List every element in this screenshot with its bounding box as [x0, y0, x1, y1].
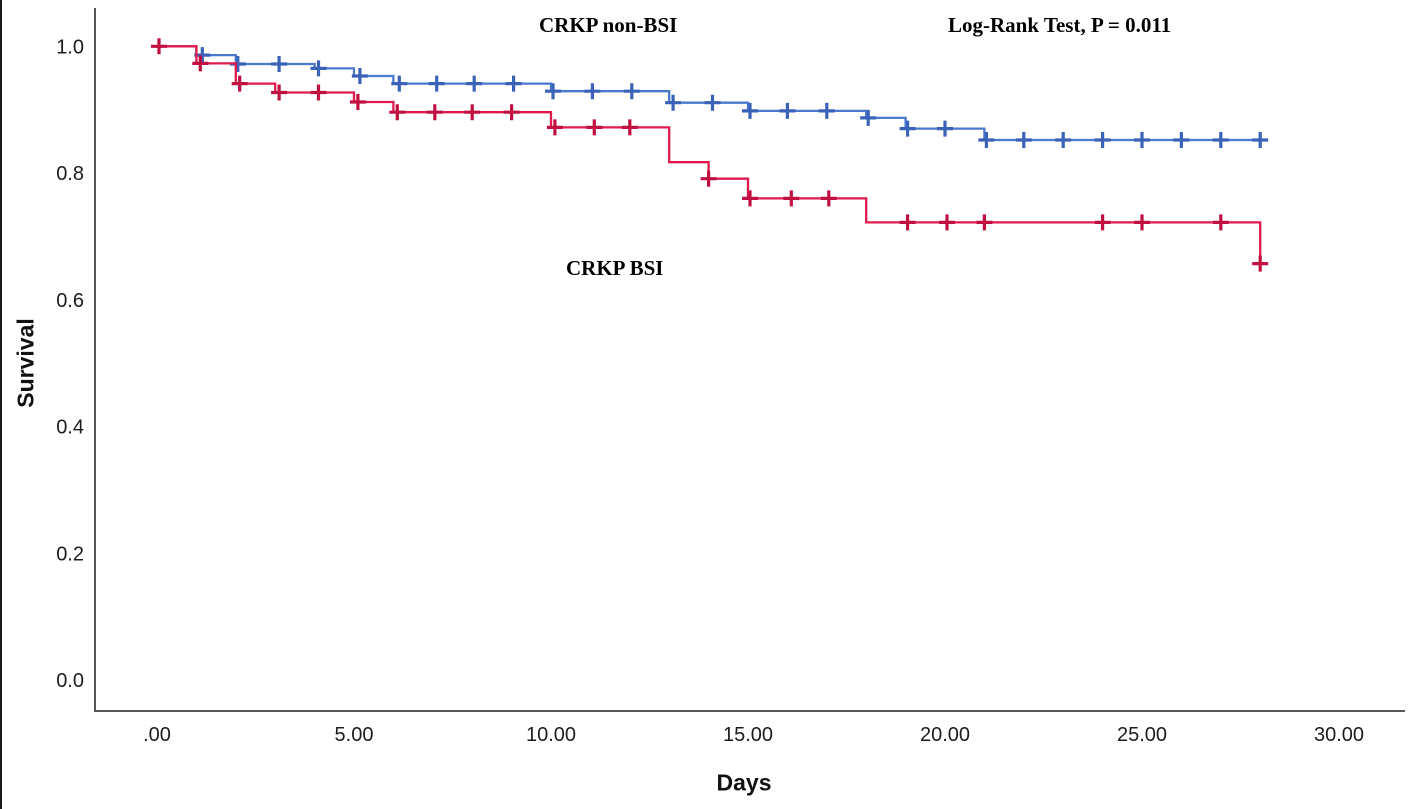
y-tick-label: 0.0 — [56, 670, 84, 692]
y-tick-label: 0.8 — [56, 163, 84, 185]
x-tick-label: 10.00 — [526, 724, 576, 746]
y-tick-label: 1.0 — [56, 36, 84, 58]
x-tick-label: 5.00 — [335, 724, 374, 746]
censor-marks-crkp-non-bsi — [194, 47, 1269, 148]
y-axis-title: Survival — [12, 318, 39, 408]
survival-curve-crkp-bsi — [157, 45, 1263, 265]
curve-label-crkp-bsi: CRKP BSI — [566, 256, 664, 280]
x-tick-label: 25.00 — [1117, 724, 1167, 746]
x-tick-label: 20.00 — [920, 724, 970, 746]
y-tick-label: 0.4 — [56, 417, 84, 439]
curve-label-crkp-non-bsi: CRKP non-BSI — [539, 13, 678, 37]
y-tick-label: 0.6 — [56, 290, 84, 312]
x-tick-label: 30.00 — [1314, 724, 1364, 746]
axis-lines — [94, 8, 1405, 712]
log-rank-annotation: Log-Rank Test, P = 0.011 — [948, 13, 1172, 37]
x-tick-label: 15.00 — [723, 724, 773, 746]
x-axis-title: Days — [716, 769, 772, 796]
x-tick-label: .00 — [143, 724, 171, 746]
censor-marks-crkp-bsi — [151, 38, 1269, 272]
y-tick-label: 0.2 — [56, 543, 84, 565]
